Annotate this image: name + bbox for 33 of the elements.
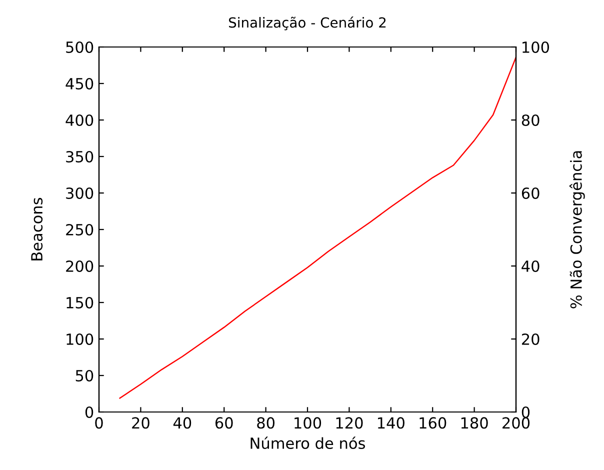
- x-tick-label: 180: [461, 417, 488, 429]
- y-tick-label: 50: [76, 370, 94, 382]
- y2-tick-label: 80: [522, 114, 540, 126]
- x-tick-label: 40: [173, 417, 192, 429]
- x-tick-label: 160: [420, 417, 446, 429]
- x-tick-label: 0: [95, 417, 103, 429]
- x-tick-label: 100: [294, 417, 322, 429]
- y-tick-label: 0: [85, 406, 94, 418]
- y-tick-label: 250: [66, 224, 94, 236]
- x-tick-label: 60: [215, 417, 233, 429]
- y-tick-label: 100: [66, 333, 94, 346]
- y2-tick-label: 40: [522, 260, 540, 272]
- y-tick-label: 400: [66, 114, 94, 126]
- y-tick-label: 300: [66, 187, 94, 200]
- y-tick-label: 150: [66, 296, 94, 309]
- y2-tick-label: 60: [522, 187, 540, 200]
- y-tick-label: 350: [66, 150, 94, 163]
- x-tick-label: 80: [257, 417, 275, 429]
- y-axis-title: Beacons: [31, 198, 43, 260]
- y-tick-label: 450: [66, 78, 94, 90]
- y2-tick-label: 20: [522, 333, 540, 346]
- y2-axis-title: % Não Convergência: [569, 151, 585, 308]
- x-tick-label: 140: [378, 417, 404, 429]
- y-tick-label: 500: [66, 41, 94, 54]
- y-tick-label: 200: [66, 260, 94, 272]
- x-tick-label: 200: [502, 417, 530, 429]
- x-tick-label: 120: [336, 417, 363, 429]
- line-series: [119, 56, 516, 399]
- x-tick-label: 20: [132, 417, 150, 429]
- y2-tick-label: 0: [522, 406, 530, 418]
- x-axis-title: Número de nós: [250, 436, 365, 450]
- y2-tick-label: 100: [522, 41, 550, 54]
- chart-title: Sinalização - Cenário 2: [228, 16, 386, 30]
